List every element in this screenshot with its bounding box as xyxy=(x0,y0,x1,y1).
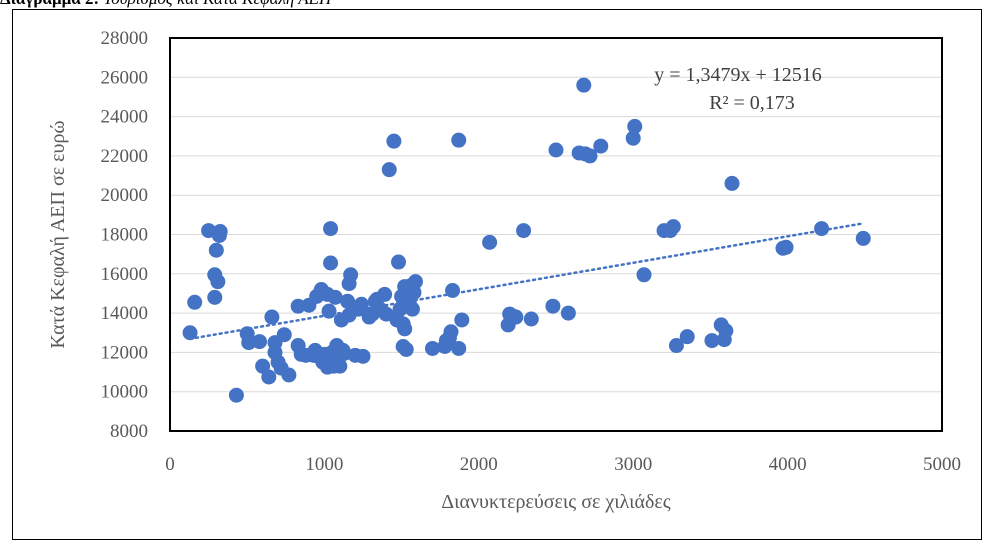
r-squared-label: R² = 0,173 xyxy=(709,92,795,114)
x-axis-title: Διανυκτερεύσεις σε χιλιάδες xyxy=(441,491,671,513)
x-tick-label: 1000 xyxy=(305,454,343,475)
y-tick-label: 10000 xyxy=(101,382,149,403)
y-tick-label: 16000 xyxy=(101,264,149,285)
x-tick-label: 3000 xyxy=(614,454,652,475)
data-point xyxy=(725,176,740,191)
data-points xyxy=(183,78,871,403)
data-point xyxy=(454,312,469,327)
x-tick-label: 0 xyxy=(165,454,175,475)
data-point xyxy=(377,287,392,302)
x-tick-label: 2000 xyxy=(460,454,498,475)
data-point xyxy=(451,341,466,356)
data-point xyxy=(408,274,423,289)
data-point xyxy=(281,367,296,382)
data-point xyxy=(445,283,460,298)
y-tick-label: 8000 xyxy=(110,421,148,442)
data-point xyxy=(261,369,276,384)
x-tick-label: 4000 xyxy=(769,454,807,475)
data-point xyxy=(627,119,642,134)
data-point xyxy=(545,299,560,314)
data-point xyxy=(637,267,652,282)
data-point xyxy=(680,329,695,344)
data-point xyxy=(183,325,198,340)
data-point xyxy=(524,311,539,326)
y-tick-label: 24000 xyxy=(101,107,149,128)
y-tick-label: 18000 xyxy=(101,225,149,246)
data-point xyxy=(213,224,228,239)
y-tick-label: 20000 xyxy=(101,185,149,206)
data-point xyxy=(397,321,412,336)
data-point xyxy=(666,219,681,234)
data-point xyxy=(252,334,267,349)
data-point xyxy=(391,255,406,270)
y-tick-label: 14000 xyxy=(101,303,149,324)
data-point xyxy=(323,255,338,270)
data-point xyxy=(332,359,347,374)
data-point xyxy=(343,267,358,282)
data-point xyxy=(576,78,591,93)
data-point xyxy=(561,306,576,321)
data-point xyxy=(444,324,459,339)
data-point xyxy=(322,304,337,319)
data-point xyxy=(593,139,608,154)
data-point xyxy=(210,274,225,289)
data-point xyxy=(856,231,871,246)
y-tick-label: 28000 xyxy=(101,28,149,49)
data-point xyxy=(209,243,224,258)
data-point xyxy=(264,310,279,325)
data-point xyxy=(482,235,497,250)
y-tick-label: 22000 xyxy=(101,146,149,167)
trendline-equation: y = 1,3479x + 12516 xyxy=(654,64,822,86)
data-point xyxy=(386,134,401,149)
data-point xyxy=(356,349,371,364)
data-point xyxy=(277,327,292,342)
y-axis-ticks: 8000 10000 12000 14000 16000 18000 20000 22000 2… xyxy=(101,28,149,442)
data-point xyxy=(516,223,531,238)
y-tick-label: 12000 xyxy=(101,342,149,363)
data-point xyxy=(323,221,338,236)
y-axis-title: Κατά Κεφαλή ΑΕΠ σε ευρώ xyxy=(47,120,69,348)
data-point xyxy=(779,240,794,255)
data-point xyxy=(229,388,244,403)
x-tick-label: 5000 xyxy=(923,454,961,475)
data-point xyxy=(718,323,733,338)
data-point xyxy=(382,162,397,177)
data-point xyxy=(508,310,523,325)
data-point xyxy=(405,302,420,317)
data-point xyxy=(549,143,564,158)
data-point xyxy=(187,295,202,310)
x-axis-ticks: 0 1000 2000 3000 4000 5000 xyxy=(165,454,961,475)
data-point xyxy=(207,290,222,305)
data-point xyxy=(451,133,466,148)
data-point xyxy=(399,342,414,357)
y-tick-label: 26000 xyxy=(101,67,149,88)
data-point xyxy=(814,221,829,236)
